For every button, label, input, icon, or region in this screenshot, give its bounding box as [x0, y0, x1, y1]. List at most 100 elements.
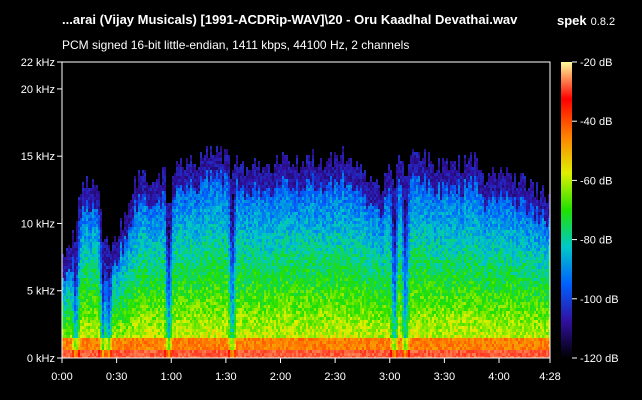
spectrogram-column	[84, 188, 86, 358]
spectrogram-column	[480, 170, 482, 358]
spectrogram-column	[64, 257, 66, 358]
spectrogram-column	[444, 161, 446, 358]
spectrogram-column	[126, 215, 128, 358]
spectrogram-column	[548, 194, 550, 358]
spectrogram-column	[192, 164, 194, 358]
x-tick-label: 2:30	[324, 371, 345, 383]
spectrogram-column	[174, 173, 176, 358]
spectrogram-column	[508, 173, 510, 358]
spectrogram-column	[544, 197, 546, 358]
spectrogram-column	[106, 236, 108, 358]
spectrogram-column	[220, 146, 222, 358]
spectrogram-column	[218, 152, 220, 358]
spectrogram-column	[372, 182, 374, 358]
spectrogram-column	[492, 167, 494, 358]
spectrogram-column	[100, 209, 102, 358]
spectrogram-column	[494, 173, 496, 358]
spectrogram-column	[398, 155, 400, 358]
time-axis: 0:00 0:30 1:00 1:30 2:00 2:30 3:00 3:30 4:00 4:28	[51, 358, 561, 383]
colorbar	[561, 62, 572, 358]
spectrogram-column	[434, 173, 436, 358]
spectrogram-column	[250, 170, 252, 358]
spectrogram-column	[210, 146, 212, 358]
spectrogram-column	[114, 236, 116, 358]
spectrogram-column	[486, 182, 488, 358]
spectrogram-column	[146, 182, 148, 358]
spectrogram-column	[134, 176, 136, 358]
spectrogram-column	[484, 185, 486, 358]
spectrogram-column	[344, 164, 346, 358]
spectrogram-column	[302, 161, 304, 358]
spectrogram-column	[300, 167, 302, 358]
spectrogram-column	[384, 173, 386, 358]
spectrogram-column	[136, 188, 138, 358]
spectrogram-column	[454, 161, 456, 358]
spectrogram-column	[264, 167, 266, 358]
spectrogram-column	[342, 146, 344, 358]
spectrogram-column	[62, 254, 64, 358]
spectrogram-column	[70, 248, 72, 358]
spectrogram-column	[246, 167, 248, 358]
spectrogram-column	[118, 236, 120, 358]
spectrogram-column	[464, 155, 466, 358]
spectrogram-column	[388, 164, 390, 358]
spectrogram-column	[472, 167, 474, 358]
spectrogram-column	[406, 176, 408, 358]
spectrogram-column	[166, 203, 168, 358]
spectrogram-column	[178, 164, 180, 358]
spectrogram-column	[158, 173, 160, 358]
spectrogram-column	[532, 182, 534, 358]
spectrogram-column	[428, 152, 430, 358]
spectrogram-column	[318, 164, 320, 358]
spectrogram-column	[304, 167, 306, 358]
spectrogram-column	[310, 161, 312, 358]
spectrogram-column	[212, 155, 214, 358]
spectrogram-column	[176, 161, 178, 358]
spectrogram-column	[402, 161, 404, 358]
spectrogram-column	[390, 170, 392, 358]
spectrogram-column	[374, 182, 376, 358]
spectrogram-column	[222, 164, 224, 358]
spectrogram-column	[102, 242, 104, 358]
spectrogram-column	[292, 164, 294, 358]
spectrogram-column	[452, 161, 454, 358]
x-tick-label: 0:30	[106, 371, 127, 383]
file-title: ...arai (Vijay Musicals) [1991-ACDRip-WA…	[62, 12, 518, 27]
spectrogram-column	[228, 155, 230, 358]
spectrogram-column	[324, 167, 326, 358]
app-version: 0.8.2	[590, 16, 616, 28]
spectrogram-column	[420, 161, 422, 358]
spectrogram-column	[400, 161, 402, 358]
colorbar-tick-label: -100 dB	[580, 294, 619, 306]
spectrogram-column	[392, 179, 394, 358]
spectrogram-column	[322, 170, 324, 358]
spectrogram-column	[446, 158, 448, 358]
spectrogram-column	[234, 164, 236, 358]
spectrogram-column	[538, 200, 540, 358]
spectrogram-column	[468, 158, 470, 358]
spectrogram-column	[140, 176, 142, 358]
colorbar-tick-label: -60 dB	[580, 175, 612, 187]
spectrogram-column	[76, 221, 78, 358]
spectrogram-column	[104, 239, 106, 358]
spectrogram-column	[380, 194, 382, 358]
spectrogram-column	[206, 146, 208, 358]
spectrogram-column	[268, 164, 270, 358]
spectrogram-column	[448, 170, 450, 358]
spectrogram-column	[424, 149, 426, 358]
spectrogram-column	[108, 245, 110, 358]
x-tick-label: 0:00	[51, 371, 72, 383]
spectrogram-column	[340, 155, 342, 358]
spectrogram-column	[502, 173, 504, 358]
colorbar-axis: -20 dB -40 dB -60 dB -80 dB -100 dB -120 dB	[572, 57, 619, 365]
spectrogram-column	[208, 158, 210, 358]
spectrogram-column	[436, 170, 438, 358]
spectrogram-column	[144, 170, 146, 358]
colorbar-tick-label: -40 dB	[580, 116, 612, 128]
spectrogram-column	[186, 158, 188, 358]
spectrogram-column	[266, 164, 268, 358]
spectrogram-column	[226, 149, 228, 358]
spectrogram-column	[364, 170, 366, 358]
y-tick-label: 15 kHz	[21, 151, 55, 163]
spectrogram-column	[368, 182, 370, 358]
